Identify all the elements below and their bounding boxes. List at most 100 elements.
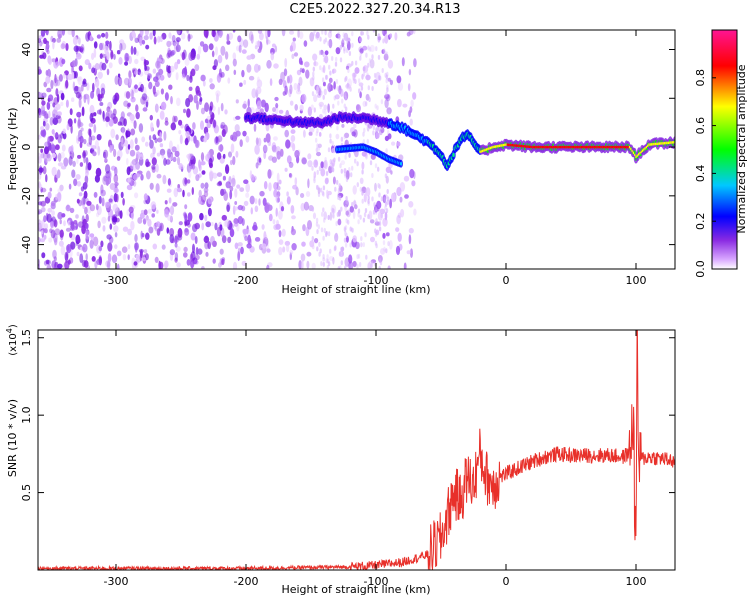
x-tick-label: -300 <box>104 274 129 287</box>
spectrogram-pixel <box>320 90 323 96</box>
spectrogram-pixel <box>81 197 85 206</box>
ridge-core-pixel <box>669 141 671 144</box>
spectrogram-pixel <box>225 181 231 189</box>
spectrogram-pixel <box>369 46 372 52</box>
spectrogram-pixel <box>220 102 224 112</box>
spectrogram-pixel <box>383 53 389 61</box>
spectrogram-pixel <box>147 218 152 227</box>
ridge-core-pixel <box>627 145 629 149</box>
spectrogram-pixel <box>134 157 138 163</box>
spectrogram-pixel <box>254 198 258 205</box>
ridge-core-pixel <box>638 153 640 156</box>
ridge-core-pixel <box>615 145 618 149</box>
spectrogram-pixel <box>280 206 285 212</box>
ridge-core-pixel <box>602 145 605 149</box>
spectrogram-pixel <box>311 236 314 241</box>
spectrogram-pixel <box>38 181 41 189</box>
spectrogram-pixel <box>127 177 131 183</box>
ridge-core-pixel <box>649 143 651 146</box>
spectrogram-pixel <box>95 167 102 177</box>
spectrogram-pixel <box>40 200 46 207</box>
spectrogram-pixel <box>178 130 182 135</box>
spectrogram-pixel <box>264 204 268 211</box>
spectrogram-pixel <box>361 151 367 157</box>
snr-frame <box>37 329 676 571</box>
spectrogram-pixel <box>339 44 342 50</box>
spectrogram-pixel <box>387 241 390 247</box>
spectrogram-pixel <box>355 241 360 250</box>
ridge-core-pixel <box>665 141 667 145</box>
spectrogram-pixel <box>306 251 312 257</box>
spectrogram-pixel <box>313 176 316 181</box>
spectrogram-pixel <box>394 32 398 41</box>
ridge-core-pixel <box>622 145 624 149</box>
spectrogram-pixel <box>200 182 205 189</box>
spectrogram-pixel <box>272 219 276 225</box>
spectrogram-pixel <box>315 89 319 95</box>
spectrogram-pixel <box>273 136 278 141</box>
spectrogram-pixel <box>283 68 288 77</box>
spectrogram-pixel <box>290 135 296 142</box>
ridge-core-pixel <box>527 145 529 148</box>
ridge-core-pixel <box>518 144 520 147</box>
ridge-core-pixel <box>651 143 653 146</box>
spectrogram-pixel <box>114 75 119 85</box>
spectrogram-pixel <box>364 232 367 238</box>
ridge-core-pixel <box>632 151 634 155</box>
spectrogram-pixel <box>374 209 378 215</box>
spectrogram-pixel <box>365 52 368 58</box>
spectrogram-pixel <box>107 260 111 269</box>
spectrogram-pixel <box>119 39 125 45</box>
spectrogram-pixel <box>113 173 119 184</box>
spectrogram-pixel <box>316 35 319 41</box>
spectrogram-pixel <box>227 77 231 84</box>
spectrogram-pixel <box>79 162 84 167</box>
spectrogram-pixel <box>175 44 181 53</box>
spectrogram-pixel <box>367 214 370 220</box>
spectrogram-pixel <box>360 30 363 36</box>
ridge-core-pixel <box>591 145 593 149</box>
spectrogram-pixel <box>95 203 99 211</box>
spectrogram-pixel <box>105 40 110 46</box>
x-tick-label: -200 <box>234 274 259 287</box>
spectrogram-pixel <box>176 30 181 35</box>
spectrogram-pixel <box>291 243 297 251</box>
spectrogram-pixel <box>278 78 283 86</box>
spectrogram-pixel <box>41 207 46 213</box>
spectrogram-pixel <box>164 260 169 269</box>
spectrogram-pixel <box>93 112 97 117</box>
spectrogram-pixel <box>359 177 364 184</box>
spectrogram-pixel <box>186 74 190 82</box>
spectrogram-pixel <box>51 143 55 148</box>
spectrogram-pixel <box>136 50 139 57</box>
spectrogram-pixel <box>226 204 230 213</box>
spectrogram-pixel <box>396 214 401 225</box>
spectrogram-pixel <box>70 241 76 250</box>
spectrogram-pixel <box>340 247 343 252</box>
spectrogram-pixel <box>322 57 326 63</box>
colorbar-tick-label: 0.0 <box>694 260 707 278</box>
spectrogram-pixel <box>155 183 160 193</box>
spectrogram-pixel <box>298 260 302 269</box>
spectrogram-pixel <box>170 96 173 105</box>
spectrogram-pixel <box>176 30 183 36</box>
ridge-core-pixel <box>667 141 670 144</box>
spectrogram-pixel <box>140 96 146 105</box>
spectrogram-pixel <box>73 178 78 187</box>
spectrogram-pixel <box>41 110 47 117</box>
spectrogram-pixel <box>57 188 63 193</box>
spectrogram-pixel <box>227 236 232 244</box>
spectrogram-pixel <box>255 137 259 146</box>
spectrogram-pixel <box>133 70 139 75</box>
spectrogram-pixel <box>386 200 390 205</box>
spectrogram-pixel <box>52 117 59 125</box>
spectrogram-pixel <box>234 242 239 250</box>
ridge-core-pixel <box>553 145 555 149</box>
spectrogram-pixel <box>102 225 106 232</box>
spectrogram-pixel <box>322 254 325 259</box>
spectrogram-pixel <box>188 94 194 103</box>
spectrogram-pixel <box>52 41 55 50</box>
spectrogram-pixel <box>235 99 239 104</box>
spectrogram-pixel <box>385 78 388 84</box>
ridge-core-pixel <box>545 145 547 149</box>
